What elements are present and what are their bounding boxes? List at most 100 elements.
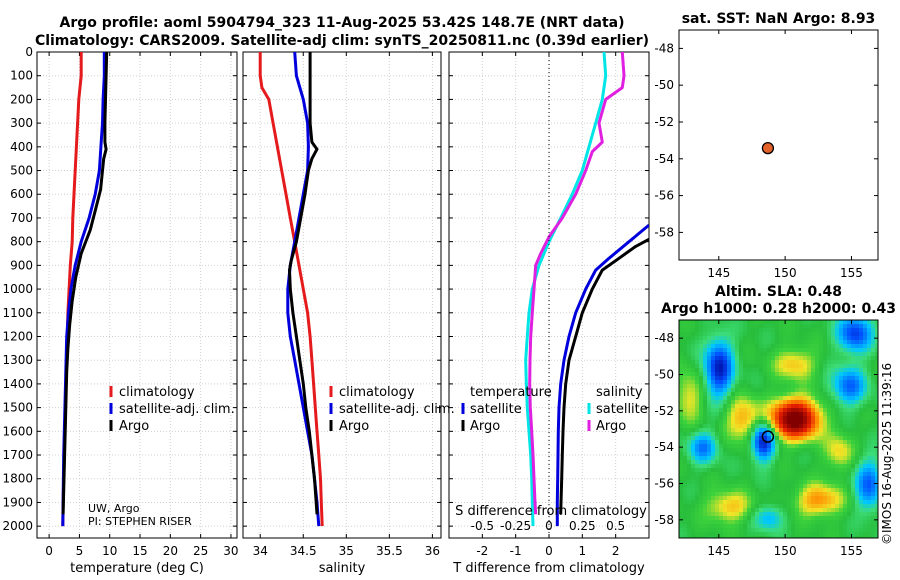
heatmap-cell — [875, 332, 878, 336]
heatmap-cell — [691, 376, 695, 380]
heatmap-cell — [847, 320, 851, 324]
heatmap-cell — [851, 340, 855, 344]
x-tick-label: 145 — [707, 544, 730, 558]
heatmap-cell — [763, 364, 767, 368]
heatmap-cell — [863, 516, 867, 520]
heatmap-cell — [755, 424, 759, 428]
heatmap-cell — [783, 344, 787, 348]
heatmap-cell — [747, 532, 751, 536]
heatmap-cell — [715, 408, 719, 412]
heatmap-cell — [683, 508, 687, 512]
heatmap-cell — [731, 404, 735, 408]
heatmap-cell — [787, 504, 791, 508]
heatmap-cell — [767, 352, 771, 356]
heatmap-cell — [807, 356, 811, 360]
heatmap-cell — [779, 512, 783, 516]
heatmap-cell — [755, 456, 759, 460]
heatmap-cell — [687, 468, 691, 472]
heatmap-cell — [799, 508, 803, 512]
heatmap-cell — [763, 448, 767, 452]
heatmap-cell — [707, 372, 711, 376]
heatmap-cell — [875, 460, 878, 464]
heatmap-cell — [831, 424, 835, 428]
heatmap-cell — [799, 376, 803, 380]
heatmap-cell — [727, 340, 731, 344]
heatmap-cell — [839, 324, 843, 328]
heatmap-cell — [691, 524, 695, 528]
heatmap-cell — [727, 448, 731, 452]
heatmap-cell — [875, 516, 878, 520]
heatmap-cell — [819, 384, 823, 388]
heatmap-cell — [871, 396, 875, 400]
heatmap-cell — [823, 364, 827, 368]
heatmap-cell — [747, 340, 751, 344]
legend-title-salinity: salinity — [596, 385, 643, 400]
heatmap-cell — [831, 468, 835, 472]
heatmap-cell — [695, 444, 699, 448]
heatmap-cell — [779, 396, 783, 400]
heatmap-cell — [791, 508, 795, 512]
heatmap-cell — [763, 468, 767, 472]
heatmap-cell — [755, 516, 759, 520]
heatmap-cell — [699, 352, 703, 356]
heatmap-cell — [691, 492, 695, 496]
heatmap-cell — [751, 396, 755, 400]
heatmap-cell — [679, 332, 683, 336]
heatmap-cell — [751, 348, 755, 352]
heatmap-cell — [783, 476, 787, 480]
heatmap-cell — [751, 524, 755, 528]
heatmap-cell — [863, 528, 867, 532]
heatmap-cell — [679, 380, 683, 384]
heatmap-cell — [855, 440, 859, 444]
y-tick-label: 400 — [10, 140, 33, 154]
heatmap-cell — [799, 528, 803, 532]
heatmap-cell — [767, 436, 771, 440]
heatmap-cell — [867, 380, 871, 384]
heatmap-cell — [731, 348, 735, 352]
heatmap-cell — [763, 392, 767, 396]
heatmap-cell — [707, 536, 711, 538]
y-tick-label: 1400 — [2, 377, 33, 391]
heatmap-cell — [775, 420, 779, 424]
heatmap-cell — [783, 504, 787, 508]
heatmap-cell — [835, 504, 839, 508]
heatmap-cell — [715, 424, 719, 428]
heatmap-cell — [791, 340, 795, 344]
heatmap-cell — [711, 376, 715, 380]
heatmap-cell — [779, 420, 783, 424]
heatmap-cell — [771, 328, 775, 332]
heatmap-cell — [771, 388, 775, 392]
heatmap-cell — [819, 476, 823, 480]
heatmap-cell — [783, 508, 787, 512]
heatmap-cell — [703, 452, 707, 456]
heatmap-cell — [787, 408, 791, 412]
heatmap-cell — [823, 460, 827, 464]
heatmap-cell — [799, 492, 803, 496]
heatmap-cell — [691, 356, 695, 360]
heatmap-cell — [707, 480, 711, 484]
heatmap-cell — [827, 464, 831, 468]
heatmap-cell — [743, 400, 747, 404]
heatmap-cell — [731, 436, 735, 440]
heatmap-cell — [871, 372, 875, 376]
heatmap-cell — [691, 472, 695, 476]
heatmap-cell — [679, 532, 683, 536]
heatmap-cell — [687, 472, 691, 476]
heatmap-cell — [751, 488, 755, 492]
heatmap-cell — [715, 472, 719, 476]
heatmap-cell — [847, 424, 851, 428]
heatmap-cell — [803, 328, 807, 332]
heatmap-cell — [683, 444, 687, 448]
heatmap-cell — [679, 424, 683, 428]
heatmap-cell — [863, 484, 867, 488]
heatmap-cell — [827, 444, 831, 448]
heatmap-cell — [859, 364, 863, 368]
heatmap-cell — [711, 388, 715, 392]
heatmap-cell — [859, 468, 863, 472]
heatmap-cell — [795, 484, 799, 488]
heatmap-cell — [871, 432, 875, 436]
heatmap-cell — [855, 384, 859, 388]
heatmap-cell — [735, 376, 739, 380]
heatmap-cell — [823, 484, 827, 488]
heatmap-cell — [827, 392, 831, 396]
